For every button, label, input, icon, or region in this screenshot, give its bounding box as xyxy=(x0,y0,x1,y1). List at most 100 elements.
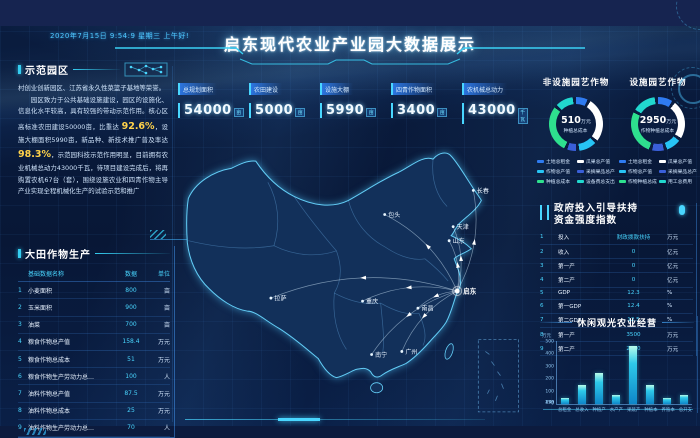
double-bar-icon xyxy=(540,205,549,220)
hatch-decoration xyxy=(150,230,166,239)
city-label: 包头 xyxy=(388,211,400,219)
bar-value-label: 50 xyxy=(548,400,554,406)
table-row: 4 粮食作物总产值 158.4 万元 xyxy=(18,334,170,351)
legend-item: 瓜果总产值 xyxy=(659,158,697,165)
bar xyxy=(645,385,654,404)
table-row: 5 GDP 12.3% xyxy=(540,288,693,300)
row-name: 油料作物总产值 xyxy=(28,390,71,398)
flight-arrow-icon xyxy=(459,255,464,262)
y-tick-label: 100 xyxy=(545,389,554,395)
donut-center: 2950万元 作物种植总成本 xyxy=(631,97,685,151)
field-crops-title: 大田作物生产 xyxy=(25,250,91,261)
gov-fund-table: 1 投入 财政拨款扶持 万元 2 收入 0 亿元 3 第一产 0 亿元 4 第二产 0 亿元 5 GDP 12.3%… xyxy=(540,231,693,357)
donut-unit: 万元 xyxy=(666,118,677,125)
row-name: 第二GDP xyxy=(558,316,600,324)
table-row: 5 粮食作物总成本 51 万元 xyxy=(18,351,170,369)
bottom-line-highlight xyxy=(278,418,320,421)
flight-arrow-icon xyxy=(456,261,461,269)
legend-label: 瓜果总产值 xyxy=(668,160,692,165)
row-value: 3500 xyxy=(626,331,641,338)
park-text-4: ，示范园科技示范作用明显，目前拥有农业机械总动力43000千瓦，待项目建设完成后… xyxy=(18,151,168,196)
city-label: 重庆 xyxy=(366,298,378,306)
row-unit: 万元 xyxy=(157,356,170,364)
row-unit: 万元 xyxy=(667,346,679,353)
stat-value-row: 43000 千瓦 xyxy=(462,103,528,124)
table-row: 6 第一GDP 12.4% xyxy=(540,300,693,314)
panel-demo-park: 示范园区 村创业创新园区、江苏省永久性菜篮子基地等荣誉。 园区致力于公共基础设施… xyxy=(18,62,168,198)
title-line xyxy=(73,69,120,70)
row-value: 25 xyxy=(127,407,135,415)
table-row: 4 第二产 0 亿元 xyxy=(540,273,693,288)
title-line-left xyxy=(540,322,572,323)
bottom-line-decoration xyxy=(185,419,485,420)
bar-category-label: 果蔬产 xyxy=(627,408,641,413)
title-line-right xyxy=(662,322,695,323)
stat-card-label: 四青作物面积 xyxy=(391,83,437,95)
row-unit: 亿元 xyxy=(667,277,679,284)
park-paragraph-1: 村创业创新园区、江苏省永久性菜篮子基地等荣誉。 xyxy=(18,83,168,95)
row-number: 4 xyxy=(540,276,544,283)
donut-sublabel: 种植总成本 xyxy=(564,127,588,134)
title-tick-icon xyxy=(18,65,21,74)
row-value: 100 xyxy=(125,372,137,380)
stat-card: 总规划面积 54000 亩 xyxy=(178,80,244,124)
city-dot xyxy=(447,239,451,243)
bar-value-label: 75 xyxy=(548,400,554,406)
page-title: 启东现代农业产业园大数据展示 xyxy=(223,35,476,54)
donut-unit: 万元 xyxy=(580,118,591,125)
stat-card-label: 农田建设 xyxy=(249,83,283,95)
panel-gov-fund: 政府投入引导扶持 资金强度指数 1 投入 财政拨款扶持 万元 2 收入 0 亿元 3 第一产 0 亿元… xyxy=(540,203,697,357)
row-name: 油菜 xyxy=(28,322,41,330)
row-name: 粮食作物总产值 xyxy=(28,339,71,347)
legend-swatch xyxy=(577,180,584,183)
park-text-1: 村创业创新园区、江苏省永久性菜篮子基地等荣誉。 xyxy=(18,84,165,92)
bar-column: 150 xyxy=(545,385,588,406)
row-number: 8 xyxy=(540,331,544,338)
gov-fund-header: 政府投入引导扶持 资金强度指数 xyxy=(540,203,693,227)
flight-arrow-icon xyxy=(425,243,432,250)
row-value: 87.5 xyxy=(124,389,138,397)
stat-value-row: 3400 亩 xyxy=(391,103,457,118)
bar xyxy=(595,373,604,404)
row-number: 7 xyxy=(540,317,544,324)
bar-category-label: 养殖本 xyxy=(661,408,675,413)
row-number: 3 xyxy=(540,262,544,269)
legend-item: 土地总租金 xyxy=(619,158,657,165)
row-name: GDP xyxy=(558,290,571,297)
city-dot xyxy=(471,188,475,192)
row-name: 收入 xyxy=(558,249,570,256)
bar-category-label: 种植本 xyxy=(644,408,658,413)
bar-value-label: 70 xyxy=(548,400,554,406)
row-unit: 万元 xyxy=(667,235,679,242)
origin-city-label: 启东 xyxy=(463,287,477,296)
flight-arrow-icon xyxy=(406,311,412,317)
col-unit-header: 单位 xyxy=(157,270,170,278)
stat-card-label: 设施大棚 xyxy=(320,83,354,95)
bar-column: 50 xyxy=(548,397,673,406)
row-unit: 万元 xyxy=(157,408,170,416)
bar-category-label: 总开支 xyxy=(678,408,692,413)
donut-center: 510万元 种植总成本 xyxy=(549,97,603,151)
donut-number: 2950 xyxy=(639,114,667,126)
row-name: 小麦面积 xyxy=(28,287,53,295)
field-crops-header: 大田作物生产 xyxy=(18,246,170,261)
hainan-island xyxy=(370,382,384,394)
stat-value-row: 5000 亩 xyxy=(249,103,315,118)
legend-item: 作物种植总成本 xyxy=(619,178,657,185)
stat-card: 农田建设 5000 亩 xyxy=(249,80,315,124)
datetime-text: 2020年7月15日 9:54:9 星期三 上午好! xyxy=(50,32,190,40)
city-dot xyxy=(269,296,273,300)
city-dot xyxy=(361,299,364,303)
stat-card-unit: 亩 xyxy=(437,108,448,117)
bar-plot: 0 100 200 300 400 500 50 150 250 70 470 150 50 75 xyxy=(545,340,692,407)
donut-number: 510 xyxy=(561,114,581,126)
legend-label: 种植总成本 xyxy=(546,180,570,185)
flight-arrow-icon xyxy=(471,238,476,246)
row-name: 第一产 xyxy=(558,263,575,270)
row-unit: % xyxy=(667,317,673,324)
city-dot xyxy=(451,225,455,229)
stat-card-value: 43000 xyxy=(468,103,516,118)
stat-card: 设施大棚 5990 亩 xyxy=(320,80,386,124)
bar-value-label: 150 xyxy=(545,400,554,406)
